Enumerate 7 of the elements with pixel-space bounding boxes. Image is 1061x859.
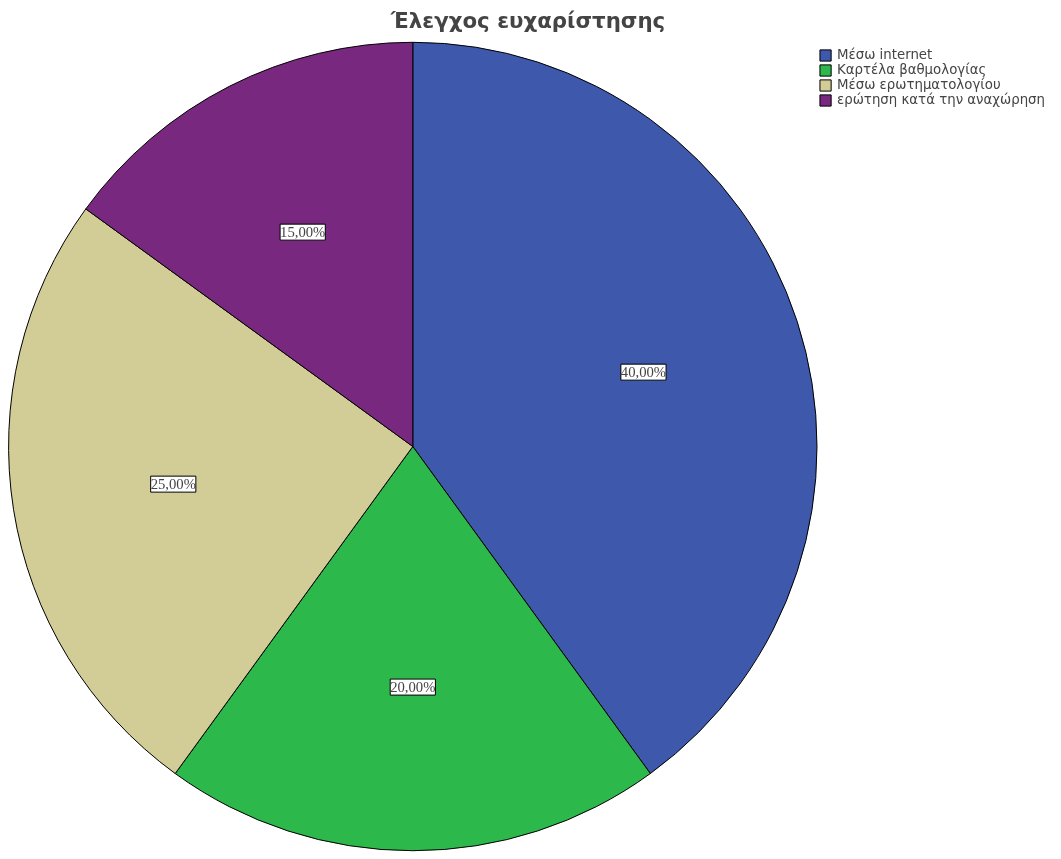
chart-title: Έλεγχος ευχαρίστησης bbox=[389, 7, 666, 33]
legend-label: ερώτηση κατά την αναχώρηση bbox=[837, 92, 1045, 107]
legend-label: Καρτέλα βαθμολογίας bbox=[837, 62, 987, 77]
data-label: 20,00% bbox=[390, 679, 436, 696]
legend-label: Μέσω ερωτηματολογίου bbox=[837, 77, 1001, 92]
legend-label: Μέσω internet bbox=[837, 47, 933, 62]
data-label: 15,00% bbox=[280, 224, 326, 241]
